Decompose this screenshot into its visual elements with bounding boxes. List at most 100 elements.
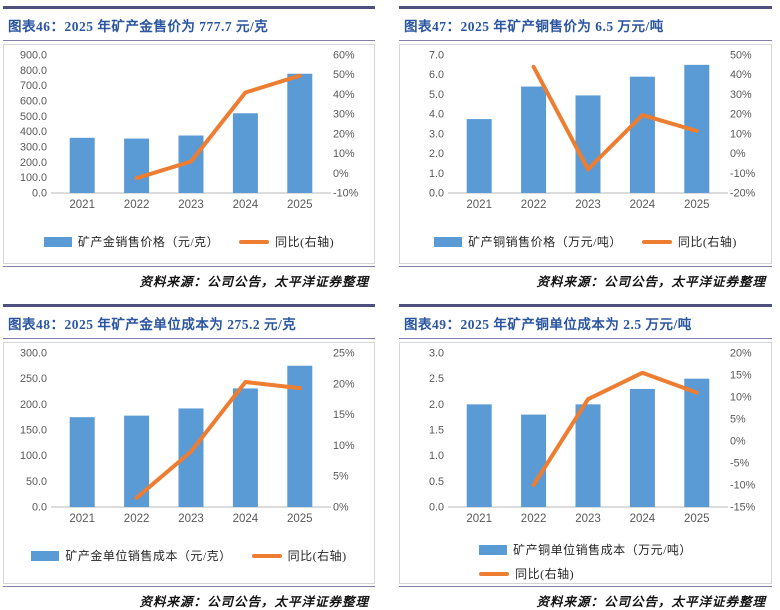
x-axis-category-label: 2021 <box>466 513 492 525</box>
figure-title: 图表47：2025 年矿产铜售价为 6.5 万元/吨 <box>399 9 772 41</box>
x-axis-category-label: 2024 <box>233 199 259 211</box>
source-note: 资料来源：公司公告，太平洋证券整理 <box>399 266 772 290</box>
left-axis-tick-label: 2.0 <box>428 399 443 411</box>
x-axis-category-label: 2024 <box>629 199 655 211</box>
right-axis-tick-label: 10% <box>333 148 355 160</box>
legend-item-bar-series: 矿产金销售价格（元/克） <box>43 233 219 250</box>
right-axis-tick-label: 50% <box>333 69 355 81</box>
bar-2022 <box>520 414 546 507</box>
left-axis-tick-label: 200.0 <box>20 157 47 169</box>
left-axis-tick-label: 50.0 <box>26 476 47 488</box>
right-axis-tick-label: 10% <box>730 392 752 404</box>
x-axis-category-label: 2023 <box>178 513 204 525</box>
left-axis-tick-label: 800.0 <box>20 65 47 77</box>
legend-label: 同比(右轴) <box>275 235 335 249</box>
yoy-line <box>531 370 699 487</box>
bar-2024 <box>629 388 655 507</box>
right-axis-tick-label: 10% <box>730 128 752 140</box>
source-note: 资料来源：公司公告，太平洋证券整理 <box>3 586 375 610</box>
right-axis-tick-label: 20% <box>730 109 752 121</box>
line-swatch-icon <box>641 239 672 244</box>
bar-2023 <box>575 404 600 507</box>
right-axis-tick-label: 60% <box>333 50 355 62</box>
left-axis-tick-label: 0.5 <box>428 476 443 488</box>
left-axis-tick-label: 300.0 <box>20 142 47 154</box>
left-axis-tick-label: 0.0 <box>428 188 443 200</box>
figure-panel-47: 图表47：2025 年矿产铜售价为 6.5 万元/吨 7.0 6.0 5.0 4.0 3… <box>399 6 772 290</box>
combo-chart: 3.0 2.5 2.0 1.5 1.0 0.5 0.0 20% 15% 10% 5% 0% -5% -10… <box>428 348 755 526</box>
right-axis-tick-label: 20% <box>730 348 752 360</box>
x-axis-category-label: 2021 <box>466 199 492 211</box>
figure-panel-49: 图表49：2025 年矿产铜单位成本为 2.5 万元/吨 3.0 2.5 2.0 1.… <box>399 304 772 610</box>
right-axis-tick-label: -10% <box>333 188 359 200</box>
right-axis-tick-label: -20% <box>730 188 756 200</box>
chart-box: 300.0 250.0 200.0 150.0 100.0 50.0 0.0 25% 20% 15… <box>3 342 375 584</box>
left-axis-tick-label: 600.0 <box>20 96 47 108</box>
left-axis-tick-label: 150.0 <box>20 425 47 437</box>
bar-2021 <box>69 137 95 193</box>
x-axis-category-label: 2024 <box>233 513 259 525</box>
legend-label: 矿产铜单位销售成本（万元/吨） <box>513 543 692 557</box>
bar-2021 <box>466 119 492 193</box>
left-axis-tick-label: 3.0 <box>428 348 443 360</box>
right-axis-tick-label: -10% <box>730 168 756 180</box>
bar-2022 <box>124 138 150 193</box>
right-axis-tick-label: 50% <box>730 50 752 62</box>
right-axis-tick-label: 30% <box>333 109 355 121</box>
bar-2025 <box>683 378 709 507</box>
combo-chart: 7.0 6.0 5.0 4.0 3.0 2.0 1.0 0.0 50% 40% 30% 20% 10% 0… <box>428 50 756 212</box>
legend-item-bar-series: 矿产铜销售价格（万元/吨） <box>434 233 622 250</box>
left-axis-tick-label: 1.0 <box>428 168 443 180</box>
left-axis-tick-label: 0.0 <box>32 188 47 200</box>
legend-item-line-series: 同比(右轴) <box>641 233 737 250</box>
right-axis-tick-label: 30% <box>730 89 752 101</box>
right-axis-tick-label: 40% <box>333 89 355 101</box>
left-axis-tick-label: 500.0 <box>20 111 47 123</box>
left-axis-tick-label: 300.0 <box>20 348 47 360</box>
x-axis-category-label: 2022 <box>124 513 150 525</box>
right-axis-tick-label: 20% <box>333 128 355 140</box>
x-axis-category-label: 2025 <box>287 513 313 525</box>
bar-swatch-icon <box>43 236 72 247</box>
x-axis-category-label: 2025 <box>287 199 313 211</box>
right-axis-tick-label: 0% <box>333 168 349 180</box>
x-axis-category-label: 2025 <box>684 199 710 211</box>
bar-swatch-icon <box>434 236 463 247</box>
left-axis-tick-label: 2.5 <box>428 373 443 385</box>
legend-item-bar-series: 矿产金单位销售成本（元/克） <box>31 547 231 564</box>
bar-2024 <box>232 113 258 193</box>
left-axis-tick-label: 5.0 <box>428 89 443 101</box>
left-axis-tick-label: 2.0 <box>428 148 443 160</box>
figure-panel-48: 图表48：2025 年矿产金单位成本为 275.2 元/克 300.0 250.0… <box>3 304 375 610</box>
bar-2023 <box>575 95 600 193</box>
right-axis-tick-label: 5% <box>333 471 349 483</box>
x-axis-category-label: 2022 <box>520 199 546 211</box>
bar-2022 <box>124 415 150 507</box>
x-axis-category-label: 2024 <box>629 513 655 525</box>
legend-label: 同比(右轴) <box>287 549 347 563</box>
yoy-line <box>134 380 302 500</box>
x-axis-category-label: 2022 <box>124 199 150 211</box>
right-axis-tick-label: 15% <box>730 370 752 382</box>
chart-box: 3.0 2.5 2.0 1.5 1.0 0.5 0.0 20% 15% 10% 5% 0% -5% -10… <box>399 342 772 584</box>
right-axis-tick-label: 0% <box>730 148 746 160</box>
chart-legend: 矿产铜单位销售成本（万元/吨） 同比(右轴) <box>479 541 692 582</box>
chart-box: 900.0 800.0 700.0 600.0 500.0 400.0 300.0 200.0… <box>3 44 375 264</box>
left-axis-tick-label: 200.0 <box>20 399 47 411</box>
x-axis-category-label: 2021 <box>69 199 95 211</box>
legend-label: 矿产铜销售价格（万元/吨） <box>468 235 622 249</box>
line-swatch-icon <box>239 239 270 244</box>
right-axis-tick-label: 5% <box>730 414 746 426</box>
legend-label: 矿产金单位销售成本（元/克） <box>65 549 232 563</box>
chart-box: 7.0 6.0 5.0 4.0 3.0 2.0 1.0 0.0 50% 40% 30% 20% 10% 0… <box>399 44 772 264</box>
legend-label: 同比(右轴) <box>515 567 575 581</box>
x-axis-category-label: 2023 <box>575 199 601 211</box>
right-axis-tick-label: 20% <box>333 378 355 390</box>
left-axis-tick-label: 700.0 <box>20 80 47 92</box>
line-swatch-icon <box>479 571 510 576</box>
x-axis-category-label: 2023 <box>575 513 601 525</box>
left-axis-tick-label: 100.0 <box>20 172 47 184</box>
combo-chart: 900.0 800.0 700.0 600.0 500.0 400.0 300.0 200.0… <box>20 50 359 212</box>
x-axis-category-label: 2021 <box>69 513 95 525</box>
left-axis-tick-label: 1.5 <box>428 425 443 437</box>
